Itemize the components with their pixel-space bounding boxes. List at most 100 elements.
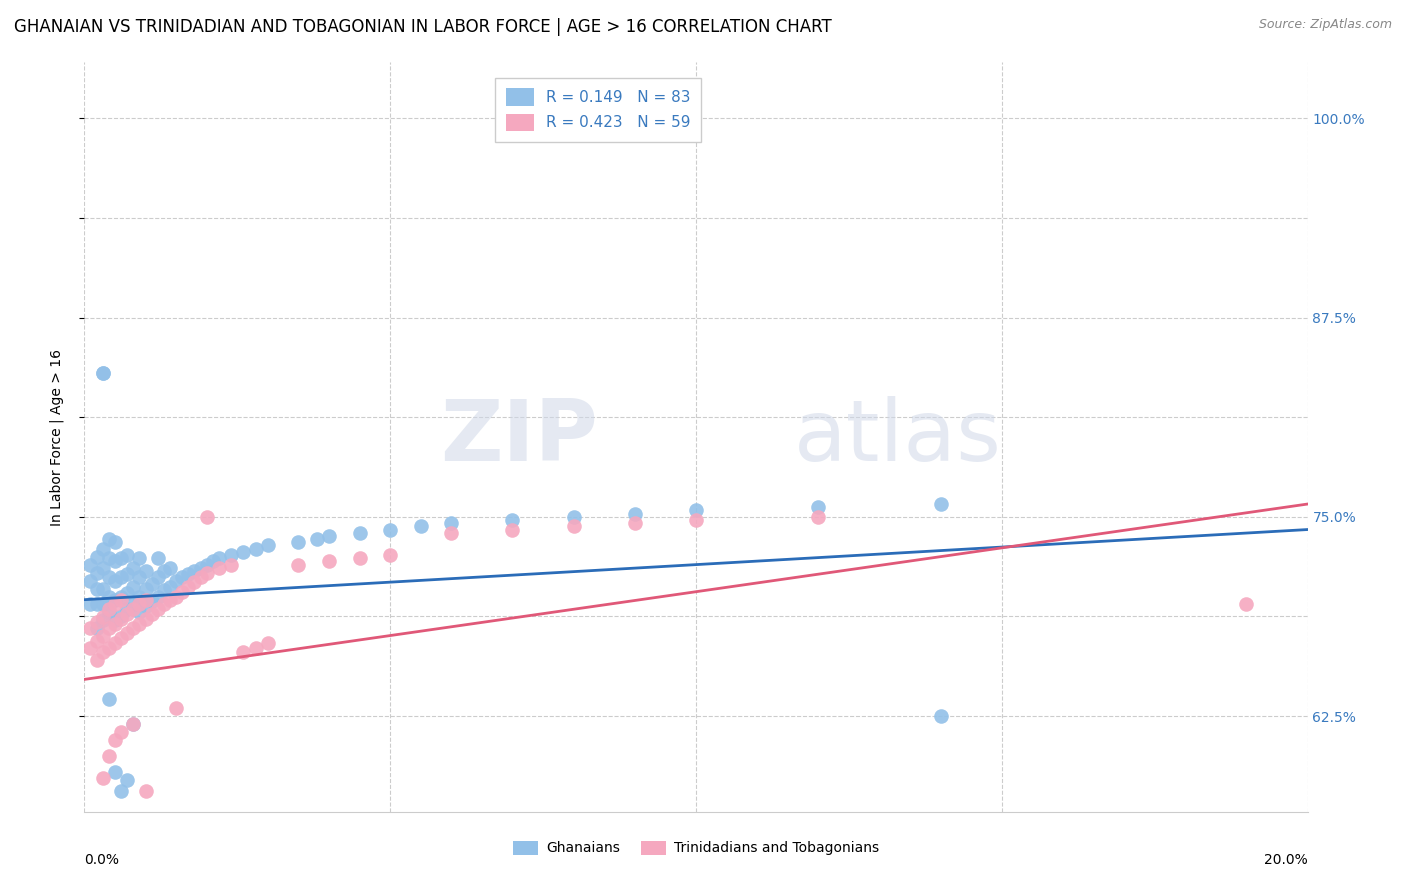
- Point: [146, 602, 169, 616]
- Point: [104, 598, 127, 612]
- Text: 20.0%: 20.0%: [1264, 853, 1308, 867]
- Point: [115, 602, 138, 616]
- Point: [86, 615, 108, 629]
- Point: [219, 558, 242, 572]
- Point: [115, 772, 138, 787]
- Point: [349, 525, 371, 540]
- Point: [122, 602, 145, 616]
- Point: [97, 640, 120, 655]
- Point: [79, 574, 101, 588]
- Text: Source: ZipAtlas.com: Source: ZipAtlas.com: [1258, 18, 1392, 31]
- Point: [141, 576, 163, 591]
- Point: [104, 616, 127, 631]
- Point: [195, 509, 218, 524]
- Point: [135, 582, 157, 596]
- Point: [128, 551, 150, 566]
- Point: [91, 598, 114, 612]
- Point: [110, 612, 132, 626]
- Point: [135, 564, 157, 578]
- Point: [128, 598, 150, 612]
- Point: [502, 513, 524, 527]
- Point: [165, 701, 187, 715]
- Point: [91, 629, 114, 643]
- Text: ZIP: ZIP: [440, 395, 598, 479]
- Point: [201, 554, 224, 568]
- Point: [122, 598, 145, 612]
- Point: [159, 592, 181, 607]
- Point: [115, 567, 138, 582]
- Point: [685, 513, 707, 527]
- Point: [91, 771, 114, 785]
- Point: [86, 653, 108, 667]
- Point: [172, 570, 194, 584]
- Point: [232, 545, 254, 559]
- Point: [245, 541, 267, 556]
- Point: [257, 539, 280, 553]
- Point: [115, 607, 138, 621]
- Point: [380, 523, 402, 537]
- Point: [128, 606, 150, 620]
- Point: [97, 551, 120, 566]
- Point: [86, 549, 108, 564]
- Point: [562, 509, 585, 524]
- Point: [502, 523, 524, 537]
- Point: [128, 590, 150, 604]
- Point: [97, 590, 120, 604]
- Point: [79, 598, 101, 612]
- Point: [97, 691, 120, 706]
- Point: [562, 519, 585, 533]
- Point: [318, 529, 340, 543]
- Point: [208, 561, 231, 575]
- Point: [208, 551, 231, 566]
- Point: [146, 570, 169, 584]
- Point: [135, 592, 157, 607]
- Point: [190, 561, 212, 575]
- Point: [624, 516, 647, 531]
- Point: [79, 640, 101, 655]
- Point: [141, 594, 163, 608]
- Point: [287, 535, 309, 549]
- Point: [110, 590, 132, 604]
- Point: [86, 621, 108, 635]
- Point: [79, 621, 101, 635]
- Text: 0.0%: 0.0%: [84, 853, 120, 867]
- Point: [195, 566, 218, 580]
- Point: [86, 598, 108, 612]
- Point: [122, 717, 145, 731]
- Point: [97, 602, 120, 616]
- Point: [807, 500, 830, 515]
- Point: [97, 621, 120, 635]
- Point: [122, 717, 145, 731]
- Point: [183, 575, 205, 590]
- Point: [104, 554, 127, 568]
- Point: [86, 566, 108, 580]
- Point: [104, 614, 127, 628]
- Point: [128, 570, 150, 584]
- Point: [153, 583, 176, 598]
- Point: [110, 608, 132, 623]
- Legend: Ghanaians, Trinidadians and Tobagonians: Ghanaians, Trinidadians and Tobagonians: [508, 835, 884, 861]
- Point: [146, 590, 169, 604]
- Point: [104, 733, 127, 747]
- Point: [409, 519, 432, 533]
- Point: [165, 590, 187, 604]
- Point: [177, 567, 200, 582]
- Point: [1236, 598, 1258, 612]
- Point: [110, 570, 132, 584]
- Point: [115, 626, 138, 640]
- Point: [349, 551, 371, 566]
- Point: [104, 574, 127, 588]
- Point: [190, 570, 212, 584]
- Point: [104, 535, 127, 549]
- Point: [183, 564, 205, 578]
- Point: [929, 709, 952, 723]
- Point: [110, 725, 132, 739]
- Point: [135, 612, 157, 626]
- Point: [86, 634, 108, 648]
- Point: [104, 592, 127, 607]
- Point: [440, 516, 463, 531]
- Point: [257, 636, 280, 650]
- Point: [110, 631, 132, 645]
- Point: [97, 532, 120, 546]
- Point: [91, 367, 114, 381]
